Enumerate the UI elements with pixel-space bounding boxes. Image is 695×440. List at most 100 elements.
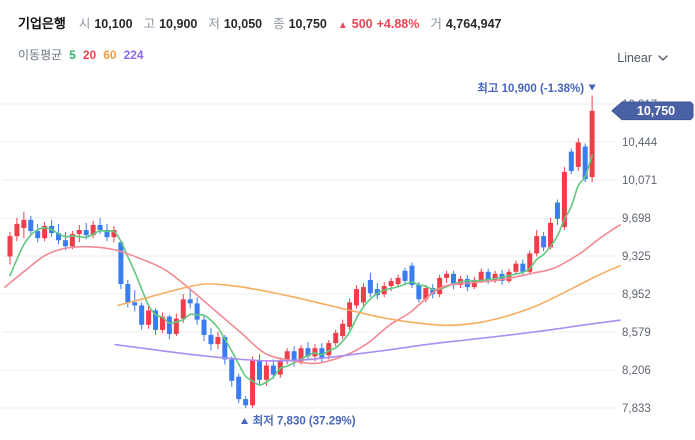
y-axis-label: 8,952 [622, 289, 651, 301]
high-value: 10,900 [159, 17, 198, 31]
candle-up [561, 171, 567, 227]
candle-down [554, 202, 560, 219]
chevron-down-icon [658, 55, 668, 61]
candle-down [236, 376, 242, 400]
candle-down [451, 273, 457, 286]
candle-down [409, 265, 415, 286]
candle-up [548, 222, 554, 248]
volume-field: 거 4,764,947 [430, 13, 501, 32]
candle-down [208, 334, 214, 345]
low-annotation: 최저 7,830 (37.29%) [253, 414, 356, 428]
ma5-line [9, 154, 593, 386]
volume-value: 4,764,947 [445, 17, 502, 31]
candle-up [173, 318, 179, 334]
change-percent: +4.88% [376, 17, 420, 31]
candle-up [575, 142, 581, 167]
y-axis-label: 10,071 [622, 175, 657, 187]
candle-down [35, 231, 41, 239]
candle-down [222, 336, 228, 360]
ma-5-label: 5 [69, 48, 76, 62]
candle-up [360, 287, 366, 303]
candle-up [21, 219, 27, 228]
volume-label: 거 [430, 17, 442, 31]
scale-dropdown[interactable]: Linear [617, 51, 668, 65]
candle-up [534, 236, 540, 254]
quote-header: 기업은행 시 10,100 고 10,900 저 10,050 종 10,750… [18, 13, 501, 32]
candle-down [374, 289, 380, 296]
candle-up [90, 224, 96, 236]
candle-up [347, 302, 353, 327]
y-axis-label: 9,698 [622, 213, 651, 225]
candle-down [582, 146, 588, 180]
candle-up [250, 360, 256, 406]
candle-down [305, 348, 311, 357]
ma20-line [4, 224, 621, 365]
candle-down [229, 359, 235, 381]
candle-down [132, 302, 138, 306]
candle-up [478, 271, 484, 280]
candle-up [471, 279, 477, 288]
y-axis-label: 7,833 [622, 403, 651, 415]
change-value: 500 [351, 17, 373, 31]
candle-up [444, 273, 450, 278]
ma60-line [117, 264, 621, 327]
candle-down [166, 316, 172, 334]
candle-down [201, 319, 207, 335]
candle-down [520, 263, 526, 272]
ma-legend-label: 이동평균 [18, 48, 63, 62]
y-axis-label: 10,444 [622, 137, 658, 149]
candle-down [125, 284, 131, 303]
candle-up [284, 351, 290, 361]
low-marker-icon [240, 418, 249, 424]
candle-up [492, 273, 498, 280]
high-annotation: 최고 10,900 (-1.38%) [477, 81, 584, 95]
scale-dropdown-label: Linear [617, 51, 652, 65]
up-arrow-icon: ▲ [337, 20, 348, 31]
candle-down [256, 360, 262, 380]
candle-up [111, 230, 117, 238]
candle-up [527, 253, 533, 272]
ma224-line [114, 319, 621, 362]
candle-down [270, 365, 276, 375]
candle-down [416, 285, 422, 300]
candle-up [263, 365, 269, 380]
price-tag-label: 10,750 [637, 104, 675, 118]
close-value: 10,750 [288, 17, 327, 31]
candle-down [291, 351, 297, 362]
candle-up [333, 332, 339, 344]
stock-name: 기업은행 [18, 16, 66, 31]
candle-down [56, 233, 62, 241]
candle-up [69, 234, 75, 247]
ma-60-label: 60 [103, 48, 117, 62]
close-field: 종 10,750 [273, 13, 327, 32]
candle-down [28, 219, 34, 232]
low-label: 저 [208, 17, 220, 31]
candle-up [298, 348, 304, 362]
candle-up [312, 348, 318, 357]
candle-up [340, 323, 346, 336]
candle-down [104, 230, 110, 238]
candle-down [367, 279, 373, 294]
candle-up [388, 280, 394, 287]
high-marker-icon [588, 84, 596, 91]
candle-down [319, 348, 325, 359]
candle-up [159, 316, 165, 330]
candle-down [541, 236, 547, 248]
candle-up [42, 225, 48, 239]
candle-up [326, 343, 332, 356]
low-field: 저 10,050 [208, 13, 262, 32]
open-label: 시 [78, 17, 91, 31]
candle-up [180, 299, 186, 319]
close-label: 종 [273, 17, 285, 31]
candle-down [243, 399, 249, 406]
candle-down [153, 310, 159, 330]
candle-down [430, 288, 436, 295]
candle-up [589, 110, 595, 178]
high-label: 고 [143, 17, 156, 31]
y-axis-label: 8,206 [622, 365, 651, 377]
candle-up [146, 310, 152, 325]
candle-down [187, 299, 193, 304]
price-tag [611, 101, 694, 121]
